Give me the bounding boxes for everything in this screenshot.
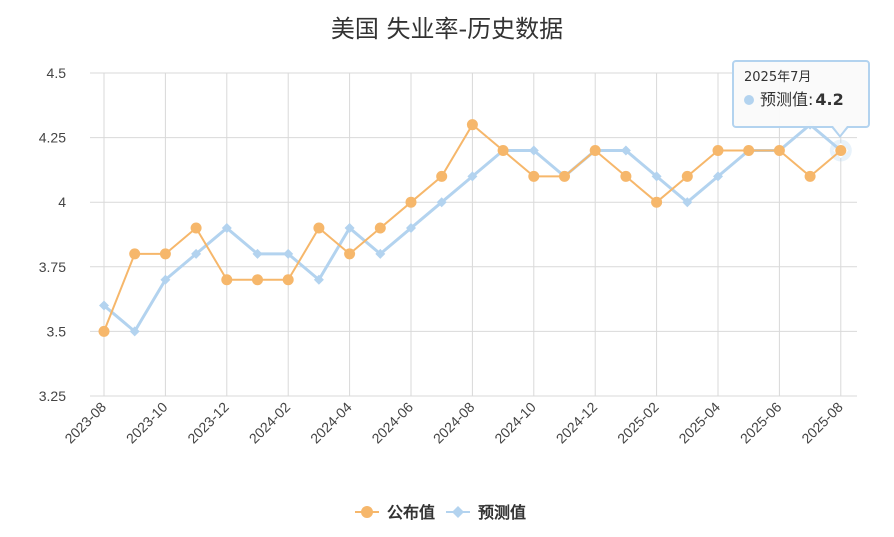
y-tick-label: 4 <box>58 194 66 210</box>
data-point-circle[interactable] <box>190 222 202 234</box>
data-point-circle[interactable] <box>559 170 570 182</box>
data-point-diamond[interactable] <box>191 248 202 259</box>
data-point-circle[interactable] <box>221 274 233 286</box>
data-point-circle[interactable] <box>436 170 448 182</box>
legend-label: 预测值 <box>478 503 526 522</box>
x-axis: 2023-08 2023-10 2023-12 2024-02 2024-04 2024-… <box>61 399 846 447</box>
x-tick-label: 2024-08 <box>430 399 478 447</box>
data-point-circle[interactable] <box>466 119 478 131</box>
data-point-circle[interactable] <box>282 274 294 286</box>
data-point-diamond[interactable] <box>252 248 263 259</box>
data-point-circle[interactable] <box>98 325 110 337</box>
legend-marker-diamond <box>452 506 464 518</box>
x-tick-label: 2024-02 <box>246 399 294 447</box>
data-point-circle[interactable] <box>804 170 816 182</box>
x-tick-label: 2023-10 <box>123 399 171 447</box>
x-tick-label: 2025-04 <box>675 399 723 447</box>
data-point-diamond[interactable] <box>620 145 631 156</box>
data-point-diamond[interactable] <box>375 248 386 259</box>
data-point-diamond[interactable] <box>344 223 355 234</box>
x-tick-label: 2025-06 <box>737 399 785 447</box>
legend-item[interactable]: 公布值 <box>355 503 435 522</box>
tooltip-value: 4.2 <box>815 90 844 109</box>
data-point-circle[interactable] <box>497 145 509 157</box>
data-point-circle[interactable] <box>405 196 417 208</box>
data-point-circle[interactable] <box>344 248 356 260</box>
data-point-circle[interactable] <box>374 222 386 234</box>
data-point-circle[interactable] <box>651 196 663 208</box>
tooltip-title: 2025年7月 <box>744 70 812 85</box>
tooltip-row: 预测值: 4.2 <box>744 90 858 110</box>
y-tick-label: 3.25 <box>39 388 66 404</box>
data-point-diamond[interactable] <box>436 197 447 208</box>
chart-title: 美国 失业率-历史数据 <box>331 15 563 43</box>
x-tick-label: 2025-08 <box>798 399 846 447</box>
data-point-circle[interactable] <box>712 145 724 157</box>
y-tick-label: 4.25 <box>39 130 66 146</box>
x-tick-label: 2024-10 <box>491 399 539 447</box>
data-point-diamond[interactable] <box>129 326 140 337</box>
tooltip-arrow-inner <box>833 126 847 135</box>
data-point-diamond[interactable] <box>99 300 109 311</box>
data-point-circle[interactable] <box>252 274 263 286</box>
tooltip: 2025年7月 预测值: 4.2 <box>732 60 870 128</box>
data-point-diamond[interactable] <box>651 171 662 182</box>
y-tick-label: 3.5 <box>47 323 67 339</box>
data-point-diamond[interactable] <box>313 274 324 285</box>
x-tick-label: 2024-06 <box>368 399 416 447</box>
series-layer <box>98 119 852 337</box>
series-forecast <box>99 119 852 337</box>
y-tick-label: 3.75 <box>39 259 66 275</box>
y-axis: 3.25 3.5 3.75 4 4.25 4.5 <box>39 65 66 404</box>
data-point-circle[interactable] <box>773 145 785 157</box>
data-point-circle[interactable] <box>313 222 325 234</box>
data-point-circle[interactable] <box>620 170 632 182</box>
grid-lines <box>90 72 857 397</box>
data-point-circle[interactable] <box>159 248 171 260</box>
data-point-circle[interactable] <box>681 170 693 182</box>
data-point-circle[interactable] <box>589 145 601 157</box>
data-point-diamond[interactable] <box>283 248 294 259</box>
data-point-circle[interactable] <box>129 248 141 260</box>
legend[interactable]: 公布值 预测值 <box>355 503 526 522</box>
data-point-circle[interactable] <box>528 170 540 182</box>
data-point-circle[interactable] <box>835 145 847 157</box>
x-tick-label: 2023-08 <box>61 399 109 447</box>
tooltip-series-label: 预测值: <box>760 90 814 109</box>
data-point-diamond[interactable] <box>713 171 723 182</box>
data-point-diamond[interactable] <box>528 145 539 156</box>
data-point-diamond[interactable] <box>682 197 693 208</box>
data-point-diamond[interactable] <box>467 171 478 182</box>
y-tick-label: 4.5 <box>47 65 67 81</box>
legend-label: 公布值 <box>387 503 435 522</box>
series-actual <box>98 119 847 337</box>
tooltip-series-dot <box>744 95 754 105</box>
data-point-circle[interactable] <box>743 145 755 157</box>
legend-marker-circle <box>361 506 373 518</box>
x-tick-label: 2024-12 <box>553 399 601 447</box>
data-point-diamond[interactable] <box>221 223 232 234</box>
legend-item[interactable]: 预测值 <box>446 503 526 522</box>
x-tick-label: 2023-12 <box>184 399 232 447</box>
x-tick-label: 2025-02 <box>614 399 662 447</box>
x-tick-label: 2024-04 <box>307 399 355 447</box>
data-point-diamond[interactable] <box>160 274 171 285</box>
data-point-diamond[interactable] <box>406 223 416 234</box>
